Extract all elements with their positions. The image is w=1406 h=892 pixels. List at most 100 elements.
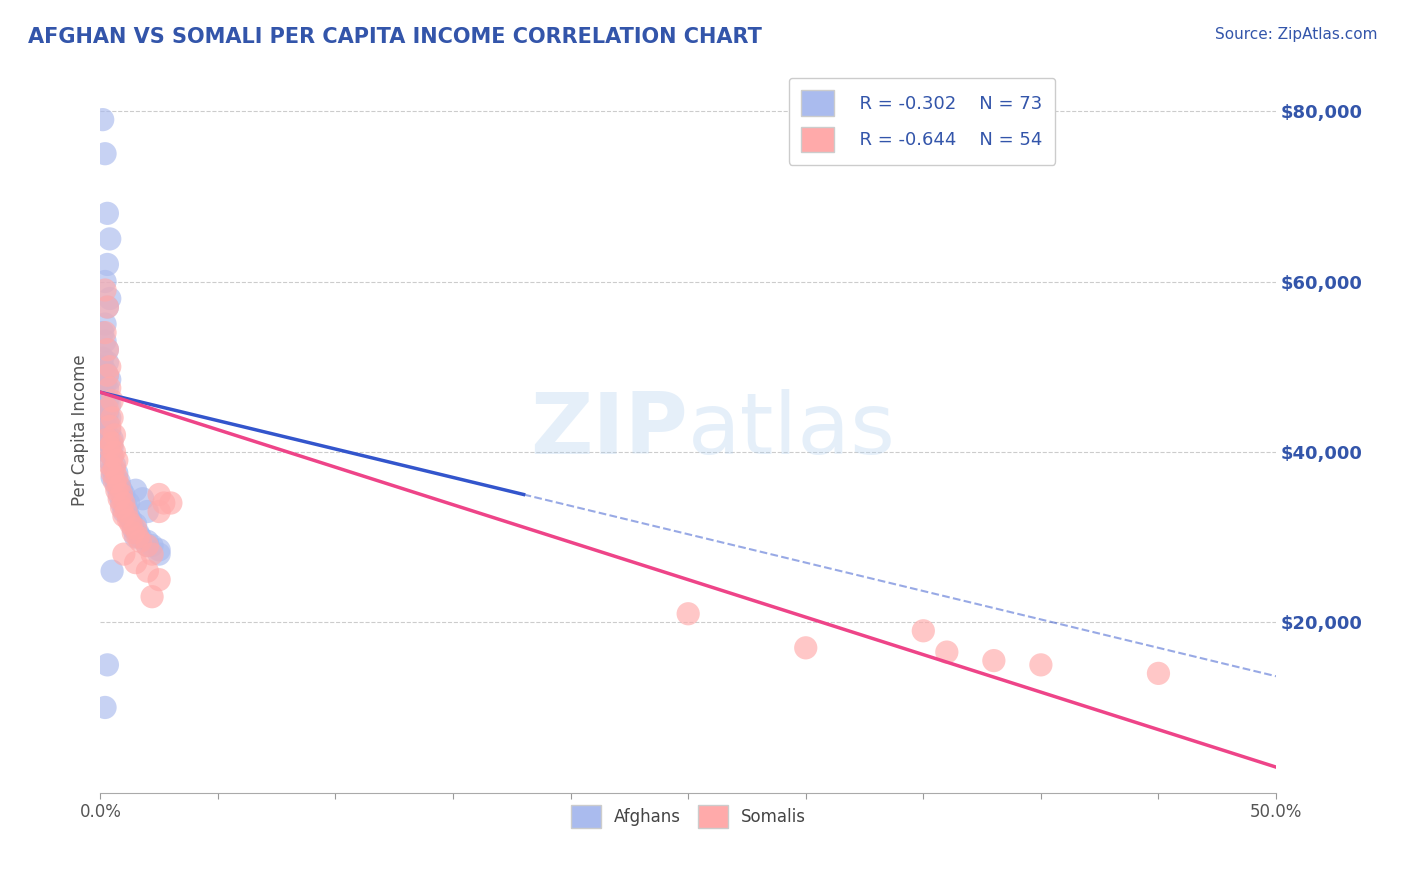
Point (94, 376, 117, 391)
Point (136, 564, 159, 578)
Point (112, 508, 135, 523)
Point (153, 496, 176, 510)
Point (98, 453, 121, 467)
Legend: Afghans, Somalis: Afghans, Somalis (564, 798, 813, 835)
Point (98, 292, 121, 306)
Point (96, 355, 118, 369)
Point (122, 522, 145, 536)
Point (101, 410, 124, 425)
Point (117, 508, 139, 523)
Point (101, 470, 124, 484)
Point (112, 487, 135, 501)
Point (98, 436, 121, 450)
Point (124, 530, 146, 544)
Point (96, 427, 118, 442)
Point (91, 359, 114, 374)
Point (108, 487, 131, 501)
Point (124, 517, 146, 532)
Point (124, 556, 146, 570)
Point (94, 402, 117, 417)
Point (115, 504, 138, 518)
Point (96, 257, 118, 271)
Point (110, 483, 132, 498)
Point (108, 491, 131, 506)
Point (141, 590, 163, 604)
Point (101, 449, 124, 463)
Point (112, 504, 135, 518)
Point (124, 483, 146, 498)
Point (98, 398, 121, 412)
Point (120, 513, 142, 527)
Point (94, 390, 117, 404)
Point (94, 146, 117, 161)
Point (91, 385, 114, 400)
Point (105, 479, 128, 493)
Point (148, 504, 170, 518)
Point (127, 530, 149, 544)
Point (96, 393, 118, 408)
Point (136, 504, 159, 518)
Point (129, 530, 152, 544)
Point (122, 525, 145, 540)
Point (96, 381, 118, 395)
Point (101, 436, 124, 450)
Point (794, 640, 817, 655)
Point (94, 419, 117, 434)
Point (96, 343, 118, 357)
Point (98, 372, 121, 386)
Point (129, 534, 152, 549)
Text: atlas: atlas (688, 389, 896, 472)
Point (110, 496, 132, 510)
Point (96, 432, 118, 446)
Point (105, 466, 128, 480)
Point (101, 432, 124, 446)
Point (117, 496, 139, 510)
Point (101, 441, 124, 455)
Point (98, 441, 121, 455)
Point (103, 445, 125, 459)
Point (101, 466, 124, 480)
Point (96, 445, 118, 459)
Point (94, 326, 117, 340)
Point (983, 654, 1005, 668)
Point (110, 500, 132, 515)
Point (141, 547, 163, 561)
Y-axis label: Per Capita Income: Per Capita Income (72, 355, 89, 507)
Point (96, 300, 118, 314)
Point (136, 539, 159, 553)
Point (94, 317, 117, 331)
Point (101, 462, 124, 476)
Point (148, 542, 170, 557)
Point (94, 283, 117, 297)
Point (91, 351, 114, 366)
Point (96, 402, 118, 417)
Text: ZIP: ZIP (530, 389, 688, 472)
Point (115, 500, 138, 515)
Point (91, 112, 114, 127)
Point (101, 564, 124, 578)
Point (108, 475, 131, 489)
Point (96, 368, 118, 383)
Point (98, 232, 121, 246)
Point (105, 483, 128, 498)
Point (96, 206, 118, 220)
Point (108, 479, 131, 493)
Point (98, 419, 121, 434)
Point (103, 475, 125, 489)
Text: AFGHAN VS SOMALI PER CAPITA INCOME CORRELATION CHART: AFGHAN VS SOMALI PER CAPITA INCOME CORRE… (28, 27, 762, 46)
Point (912, 624, 935, 638)
Point (98, 410, 121, 425)
Point (112, 491, 135, 506)
Point (94, 275, 117, 289)
Point (98, 424, 121, 438)
Point (96, 657, 118, 672)
Point (96, 415, 118, 429)
Point (112, 496, 135, 510)
Point (136, 539, 159, 553)
Point (160, 496, 183, 510)
Point (94, 364, 117, 378)
Point (101, 449, 124, 463)
Point (136, 534, 159, 549)
Point (148, 547, 170, 561)
Point (141, 539, 163, 553)
